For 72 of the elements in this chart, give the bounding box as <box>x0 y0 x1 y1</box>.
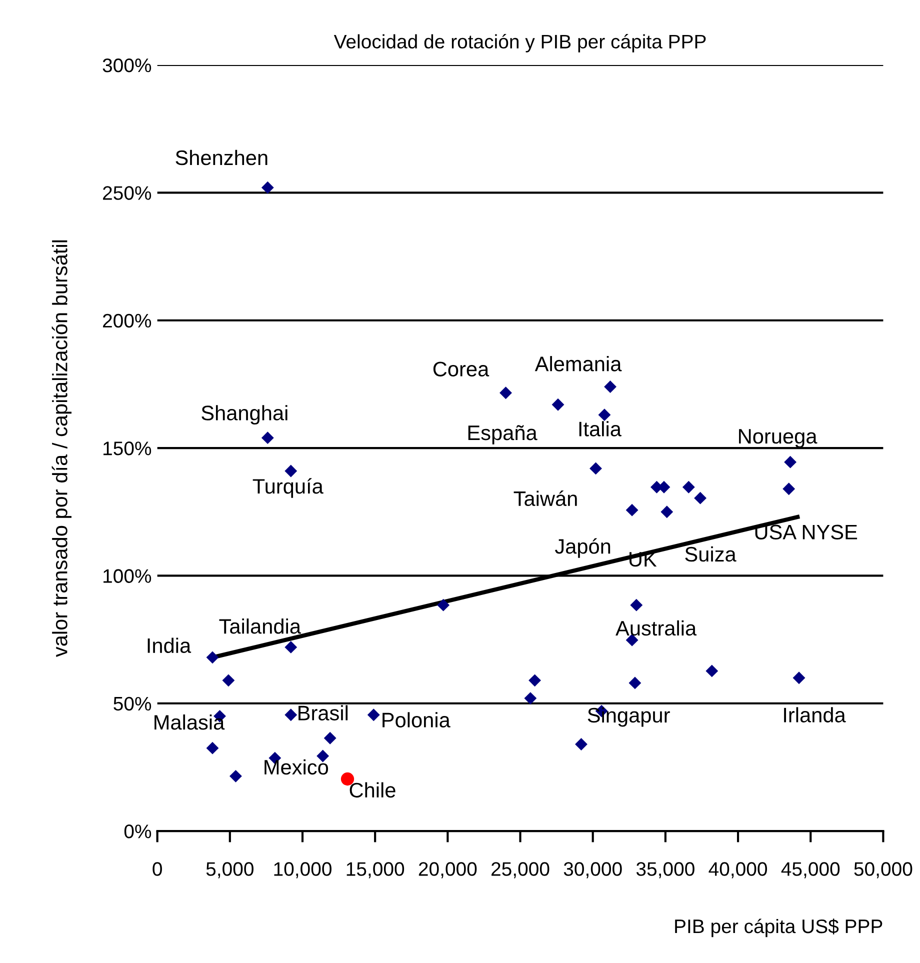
y-tick-label: 300% <box>102 58 152 72</box>
point <box>528 674 541 687</box>
y-tick-label: 50% <box>114 696 152 711</box>
x-tick-label: 10,000 <box>274 862 332 878</box>
point <box>500 386 512 400</box>
point <box>324 732 336 744</box>
annotation: Japón <box>554 538 610 558</box>
point <box>284 708 298 722</box>
annotation: Malasia <box>154 714 225 730</box>
annotation: Suiza <box>685 546 736 562</box>
x-tick-label: 45,000 <box>781 862 840 878</box>
annotation: Tailandia <box>219 618 301 634</box>
y-tick-label: 100% <box>104 569 152 583</box>
point <box>660 506 674 518</box>
point <box>628 676 642 690</box>
x-axis-title: PIB per cápita US$ PPP <box>675 918 882 938</box>
point <box>575 738 588 750</box>
x-tick-label: 50,000 <box>854 862 912 878</box>
point <box>284 464 298 478</box>
point <box>524 692 537 704</box>
annotation: Shanghai <box>202 405 288 425</box>
point <box>792 672 806 684</box>
x-tick-label: 35,000 <box>636 862 694 878</box>
annotation: Italia <box>579 421 622 436</box>
annotation: Brasil <box>298 705 348 720</box>
point <box>437 598 450 612</box>
x-tick-label: 30,000 <box>564 862 622 878</box>
annotation: Corea <box>433 362 490 376</box>
x-tick-label: 20,000 <box>418 862 477 878</box>
annotation: Irlanda <box>784 707 846 722</box>
chart-title: Velocidad de rotación y PIB per cápita PPP <box>334 34 706 52</box>
point <box>626 504 638 516</box>
point <box>598 408 611 422</box>
point <box>782 482 796 496</box>
annotation: Mexico <box>264 759 328 775</box>
point <box>682 480 695 494</box>
y-tick-label: 200% <box>103 314 152 328</box>
point <box>706 664 718 678</box>
y-axis-title: valor transado por día / capitalización bursátil <box>52 240 72 657</box>
point <box>590 462 602 475</box>
point <box>284 641 298 654</box>
annotation: Singapur <box>588 707 670 727</box>
point <box>604 380 616 393</box>
point <box>206 742 219 754</box>
point <box>630 598 643 612</box>
point <box>230 770 242 782</box>
annotation: Alemania <box>534 356 622 372</box>
x-tick-label: 40,000 <box>708 862 768 878</box>
point <box>222 674 235 687</box>
annotation: Turquía <box>252 478 324 498</box>
annotation: Polonia <box>382 712 450 728</box>
annotation: Chile <box>350 782 396 798</box>
x-tick-label: 5,000 <box>206 862 254 878</box>
y-tick-label: 0% <box>124 824 152 838</box>
point <box>367 708 380 722</box>
point <box>206 651 219 664</box>
annotation: Taiwán <box>514 490 577 506</box>
annotation: Shenzhen <box>176 150 268 166</box>
point <box>261 432 274 444</box>
point <box>261 181 274 194</box>
annotation: Noruega <box>739 429 818 448</box>
point <box>784 456 796 468</box>
y-tick-label: 250% <box>103 186 152 200</box>
y-tick-label: 150% <box>104 442 152 456</box>
annotation: India <box>148 638 192 654</box>
annotation: Australia <box>616 620 697 636</box>
point <box>694 492 706 504</box>
point <box>552 398 564 411</box>
x-tick-label: 15,000 <box>346 862 404 878</box>
x-tick-label: 25,000 <box>492 862 550 878</box>
x-tick-label: 0 <box>152 862 162 876</box>
annotation: España <box>468 425 538 444</box>
